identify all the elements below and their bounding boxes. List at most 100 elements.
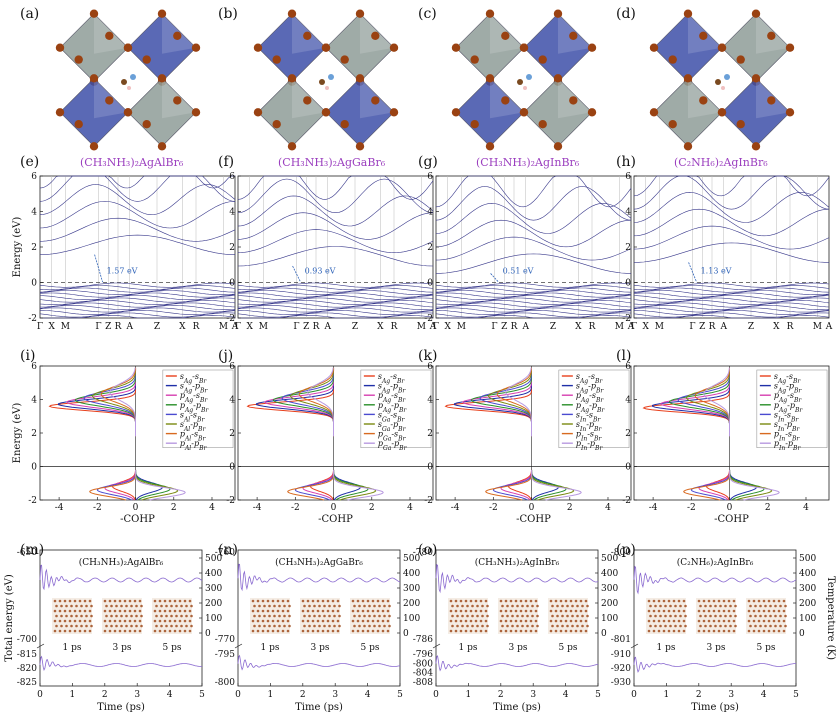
bromine-atom <box>321 43 331 52</box>
bromine-atom <box>287 9 297 18</box>
bromine-atom <box>587 43 597 52</box>
md-snapshot <box>696 598 737 634</box>
snapshot-atom <box>85 624 88 628</box>
snapshot-atom <box>271 609 275 613</box>
snapshot-atom <box>579 619 583 623</box>
bromine-atom <box>538 120 547 129</box>
snapshot-atom <box>180 604 183 608</box>
snapshot-atom <box>316 599 320 603</box>
snapshot-atom <box>105 614 108 618</box>
snapshot-atom <box>118 619 122 623</box>
kpoint-label: R <box>787 322 794 332</box>
compound-title: (C₂NH₆)₂AgInBr₆ <box>674 156 768 169</box>
snapshot-atom <box>381 629 385 633</box>
snapshot-atom <box>386 599 390 603</box>
snapshot-atom <box>88 599 92 603</box>
snapshot-atom <box>754 604 757 608</box>
snapshot-atom <box>138 619 142 623</box>
snapshot-atom <box>303 604 306 608</box>
valence-band <box>435 305 632 311</box>
bromine-atom <box>785 108 795 117</box>
snapshot-atom <box>123 619 127 623</box>
snapshot-atom <box>454 599 458 603</box>
snapshot-atom <box>469 629 473 633</box>
legend-entry: pAg-sBr <box>180 391 209 404</box>
snapshot-atom <box>258 624 261 628</box>
snapshot-atom <box>273 604 276 608</box>
snapshot-atom <box>649 624 652 628</box>
snapshot-atom <box>168 629 172 633</box>
energy-trace <box>435 655 599 672</box>
snapshot-atom <box>564 629 568 633</box>
md-title: (CH₃NH₃)₂AgGaBr₆ <box>275 557 363 568</box>
y-tick-label: -2 <box>28 314 37 324</box>
snapshot-atom <box>178 609 182 613</box>
snapshot-atom <box>130 624 133 628</box>
time-tick-label: 0 <box>433 690 439 700</box>
valence-band <box>39 297 236 303</box>
snapshot-atom <box>108 609 112 613</box>
snapshot-atom <box>383 624 386 628</box>
snapshot-atom <box>672 609 676 613</box>
snapshot-atom <box>659 604 662 608</box>
snapshot-atom <box>707 599 711 603</box>
snapshot-atom <box>719 604 722 608</box>
x-tick-label: -4 <box>55 503 64 513</box>
axis-break <box>36 643 45 649</box>
conduction-band <box>435 186 632 221</box>
snapshot-atom <box>83 599 87 603</box>
cohp-curve-valence <box>135 469 186 501</box>
snapshot-atom <box>120 604 123 608</box>
snapshot-atom <box>138 599 142 603</box>
kpoint-label: X <box>377 322 384 332</box>
snapshot-atom <box>278 614 281 618</box>
snapshot-atom <box>767 619 771 623</box>
bromine-atom <box>736 55 745 64</box>
snapshot-atom <box>499 619 503 623</box>
legend-entry: pAg-sBr <box>774 391 803 404</box>
snapshot-atom <box>68 619 72 623</box>
legend-entry: sIn-sBr <box>774 410 800 423</box>
snapshot-atom <box>301 599 305 603</box>
snapshot-atom <box>261 619 265 623</box>
snapshot-atom <box>173 629 177 633</box>
time-axis-label: Time (ps) <box>493 702 541 713</box>
snapshot-atom <box>586 604 589 608</box>
temp-tick-label: 500 <box>601 554 618 564</box>
snapshot-atom <box>566 614 569 618</box>
valence-band <box>435 285 632 291</box>
time-tick-label: 5 <box>199 690 205 700</box>
snapshot-atom <box>358 604 361 608</box>
nitrogen-atom <box>130 74 136 80</box>
valence-band <box>633 297 830 303</box>
bromine-atom <box>253 108 263 117</box>
snapshot-atom <box>449 599 453 603</box>
temperature-trace <box>633 565 797 595</box>
md-snapshot <box>152 598 193 634</box>
snapshot-atom <box>509 599 513 603</box>
snapshot-atom <box>481 614 484 618</box>
temp-tick-label: 0 <box>403 629 409 639</box>
valence-band <box>634 314 830 319</box>
snapshot-atom <box>569 629 573 633</box>
snapshot-atom <box>123 609 127 613</box>
carbon-atom <box>319 79 325 85</box>
snapshot-atom <box>316 609 320 613</box>
snapshot-atom <box>188 599 192 603</box>
snapshot-atom <box>674 624 677 628</box>
time-tick-label: 1 <box>466 690 472 700</box>
md-title: (C₂NH₆)₂AgInBr₆ <box>677 557 754 568</box>
time-tick-label: 3 <box>134 690 140 700</box>
snapshot-atom <box>263 604 266 608</box>
snapshot-atom <box>271 599 275 603</box>
energy-tick-label: -920 <box>611 664 631 674</box>
snapshot-atom <box>70 624 73 628</box>
snapshot-atom <box>88 619 92 623</box>
snapshot-atom <box>719 624 722 628</box>
x-tick-label: 0 <box>133 503 139 513</box>
legend-entry: sIn-pBr <box>774 420 801 433</box>
snapshot-atom <box>479 599 483 603</box>
snapshot-atom <box>564 609 568 613</box>
snapshot-atom <box>684 614 687 618</box>
snapshot-atom <box>717 629 721 633</box>
